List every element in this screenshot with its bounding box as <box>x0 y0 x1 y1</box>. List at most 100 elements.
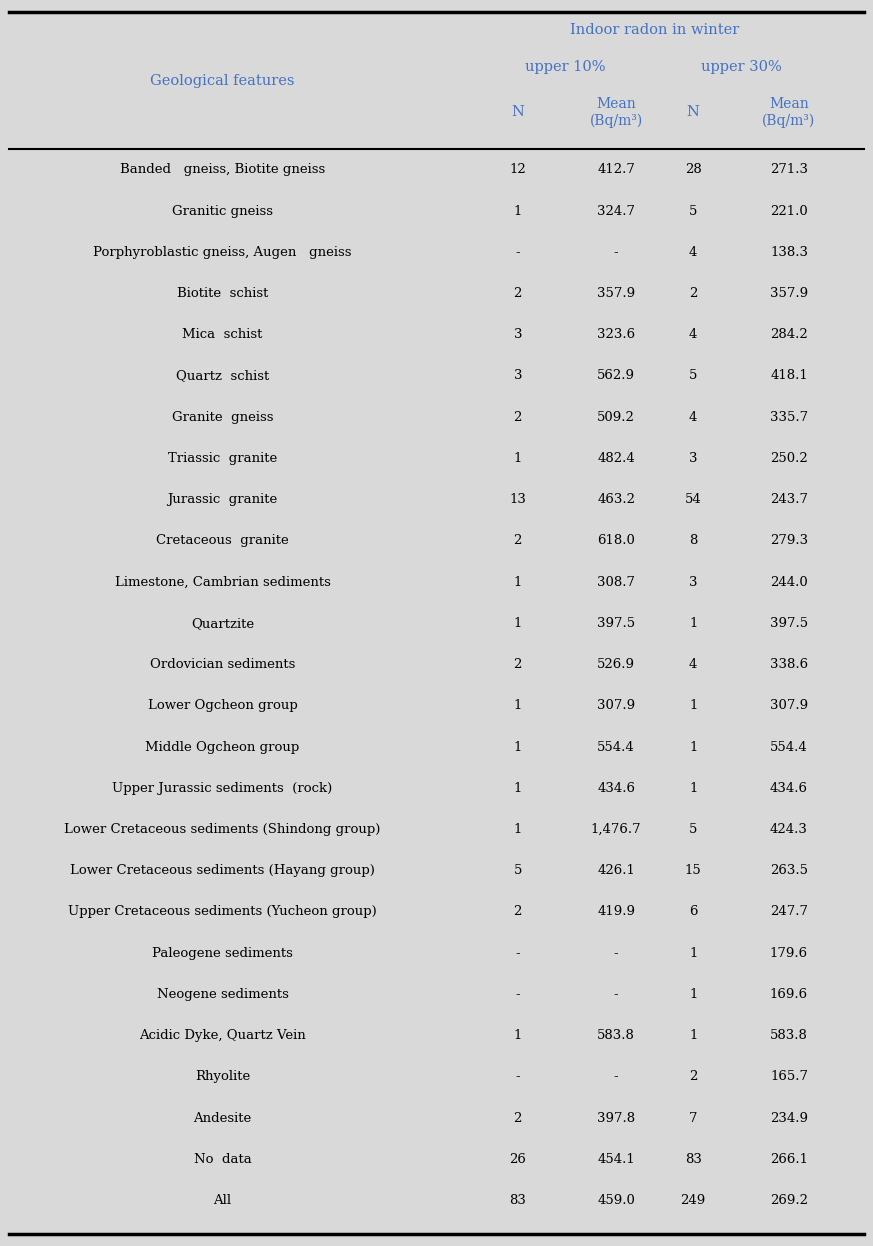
Text: All: All <box>214 1194 231 1207</box>
Text: 269.2: 269.2 <box>770 1194 808 1207</box>
Text: 554.4: 554.4 <box>770 740 808 754</box>
Text: -: - <box>515 947 520 959</box>
Text: 323.6: 323.6 <box>597 328 636 341</box>
Text: 284.2: 284.2 <box>770 328 808 341</box>
Text: -: - <box>515 1070 520 1083</box>
Text: 3: 3 <box>513 328 522 341</box>
Text: 165.7: 165.7 <box>770 1070 808 1083</box>
Text: upper 10%: upper 10% <box>525 60 605 75</box>
Text: Biotite  schist: Biotite schist <box>177 287 268 300</box>
Text: 12: 12 <box>510 163 526 177</box>
Text: Mica  schist: Mica schist <box>182 328 263 341</box>
Text: 266.1: 266.1 <box>770 1153 808 1166</box>
Text: 243.7: 243.7 <box>770 493 808 506</box>
Text: 526.9: 526.9 <box>597 658 636 672</box>
Text: 138.3: 138.3 <box>770 245 808 259</box>
Text: 1,476.7: 1,476.7 <box>591 824 642 836</box>
Text: 1: 1 <box>689 781 698 795</box>
Text: Lower Cretaceous sediments (Shindong group): Lower Cretaceous sediments (Shindong gro… <box>65 824 381 836</box>
Text: 1: 1 <box>513 204 522 218</box>
Text: Geological features: Geological features <box>150 74 295 87</box>
Text: 397.8: 397.8 <box>597 1111 636 1125</box>
Text: 54: 54 <box>684 493 702 506</box>
Text: Upper Cretaceous sediments (Yucheon group): Upper Cretaceous sediments (Yucheon grou… <box>68 906 377 918</box>
Text: -: - <box>614 988 618 1001</box>
Text: 1: 1 <box>689 699 698 713</box>
Text: 247.7: 247.7 <box>770 906 808 918</box>
Text: 234.9: 234.9 <box>770 1111 808 1125</box>
Text: Quartz  schist: Quartz schist <box>176 370 269 383</box>
Text: 15: 15 <box>684 865 702 877</box>
Text: 357.9: 357.9 <box>597 287 636 300</box>
Text: 83: 83 <box>509 1194 526 1207</box>
Text: 509.2: 509.2 <box>597 411 635 424</box>
Text: 2: 2 <box>513 658 522 672</box>
Text: 434.6: 434.6 <box>770 781 808 795</box>
Text: 424.3: 424.3 <box>770 824 808 836</box>
Text: Mean
(Bq/m³): Mean (Bq/m³) <box>762 97 815 127</box>
Text: 26: 26 <box>509 1153 526 1166</box>
Text: 324.7: 324.7 <box>597 204 636 218</box>
Text: 249: 249 <box>681 1194 705 1207</box>
Text: 1: 1 <box>689 740 698 754</box>
Text: 13: 13 <box>509 493 526 506</box>
Text: 583.8: 583.8 <box>770 1029 808 1042</box>
Text: 28: 28 <box>684 163 702 177</box>
Text: 279.3: 279.3 <box>770 535 808 547</box>
Text: Quartzite: Quartzite <box>191 617 254 629</box>
Text: 2: 2 <box>513 287 522 300</box>
Text: 8: 8 <box>689 535 698 547</box>
Text: Lower Cretaceous sediments (Hayang group): Lower Cretaceous sediments (Hayang group… <box>70 865 375 877</box>
Text: 3: 3 <box>689 452 698 465</box>
Text: Granitic gneiss: Granitic gneiss <box>172 204 273 218</box>
Text: 459.0: 459.0 <box>597 1194 635 1207</box>
Text: 307.9: 307.9 <box>597 699 636 713</box>
Text: Andesite: Andesite <box>194 1111 251 1125</box>
Text: 482.4: 482.4 <box>597 452 635 465</box>
Text: 1: 1 <box>689 1029 698 1042</box>
Text: -: - <box>614 947 618 959</box>
Text: 1: 1 <box>689 947 698 959</box>
Text: 618.0: 618.0 <box>597 535 635 547</box>
Text: 3: 3 <box>689 576 698 588</box>
Text: 5: 5 <box>689 204 698 218</box>
Text: 5: 5 <box>689 824 698 836</box>
Text: 6: 6 <box>689 906 698 918</box>
Text: 2: 2 <box>513 1111 522 1125</box>
Text: 418.1: 418.1 <box>770 370 808 383</box>
Text: 2: 2 <box>513 411 522 424</box>
Text: 426.1: 426.1 <box>597 865 635 877</box>
Text: Lower Ogcheon group: Lower Ogcheon group <box>148 699 298 713</box>
Text: 419.9: 419.9 <box>597 906 636 918</box>
Text: 1: 1 <box>513 824 522 836</box>
Text: -: - <box>614 245 618 259</box>
Text: 397.5: 397.5 <box>597 617 636 629</box>
Text: 2: 2 <box>689 1070 698 1083</box>
Text: Granite  gneiss: Granite gneiss <box>172 411 273 424</box>
Text: Neogene sediments: Neogene sediments <box>156 988 289 1001</box>
Text: 4: 4 <box>689 328 698 341</box>
Text: 1: 1 <box>513 617 522 629</box>
Text: 7: 7 <box>689 1111 698 1125</box>
Text: 244.0: 244.0 <box>770 576 808 588</box>
Text: Jurassic  granite: Jurassic granite <box>168 493 278 506</box>
Text: 1: 1 <box>513 781 522 795</box>
Text: 454.1: 454.1 <box>597 1153 635 1166</box>
Text: Banded   gneiss, Biotite gneiss: Banded gneiss, Biotite gneiss <box>120 163 326 177</box>
Text: 1: 1 <box>513 740 522 754</box>
Text: 562.9: 562.9 <box>597 370 636 383</box>
Text: 397.5: 397.5 <box>770 617 808 629</box>
Text: -: - <box>614 1070 618 1083</box>
Text: Cretaceous  granite: Cretaceous granite <box>156 535 289 547</box>
Text: -: - <box>515 988 520 1001</box>
Text: 1: 1 <box>689 617 698 629</box>
Text: 4: 4 <box>689 245 698 259</box>
Text: 5: 5 <box>513 865 522 877</box>
Text: 335.7: 335.7 <box>770 411 808 424</box>
Text: 583.8: 583.8 <box>597 1029 635 1042</box>
Text: 263.5: 263.5 <box>770 865 808 877</box>
Text: Indoor radon in winter: Indoor radon in winter <box>570 24 739 37</box>
Text: Limestone, Cambrian sediments: Limestone, Cambrian sediments <box>114 576 331 588</box>
Text: 434.6: 434.6 <box>597 781 636 795</box>
Text: Upper Jurassic sediments  (rock): Upper Jurassic sediments (rock) <box>113 781 333 795</box>
